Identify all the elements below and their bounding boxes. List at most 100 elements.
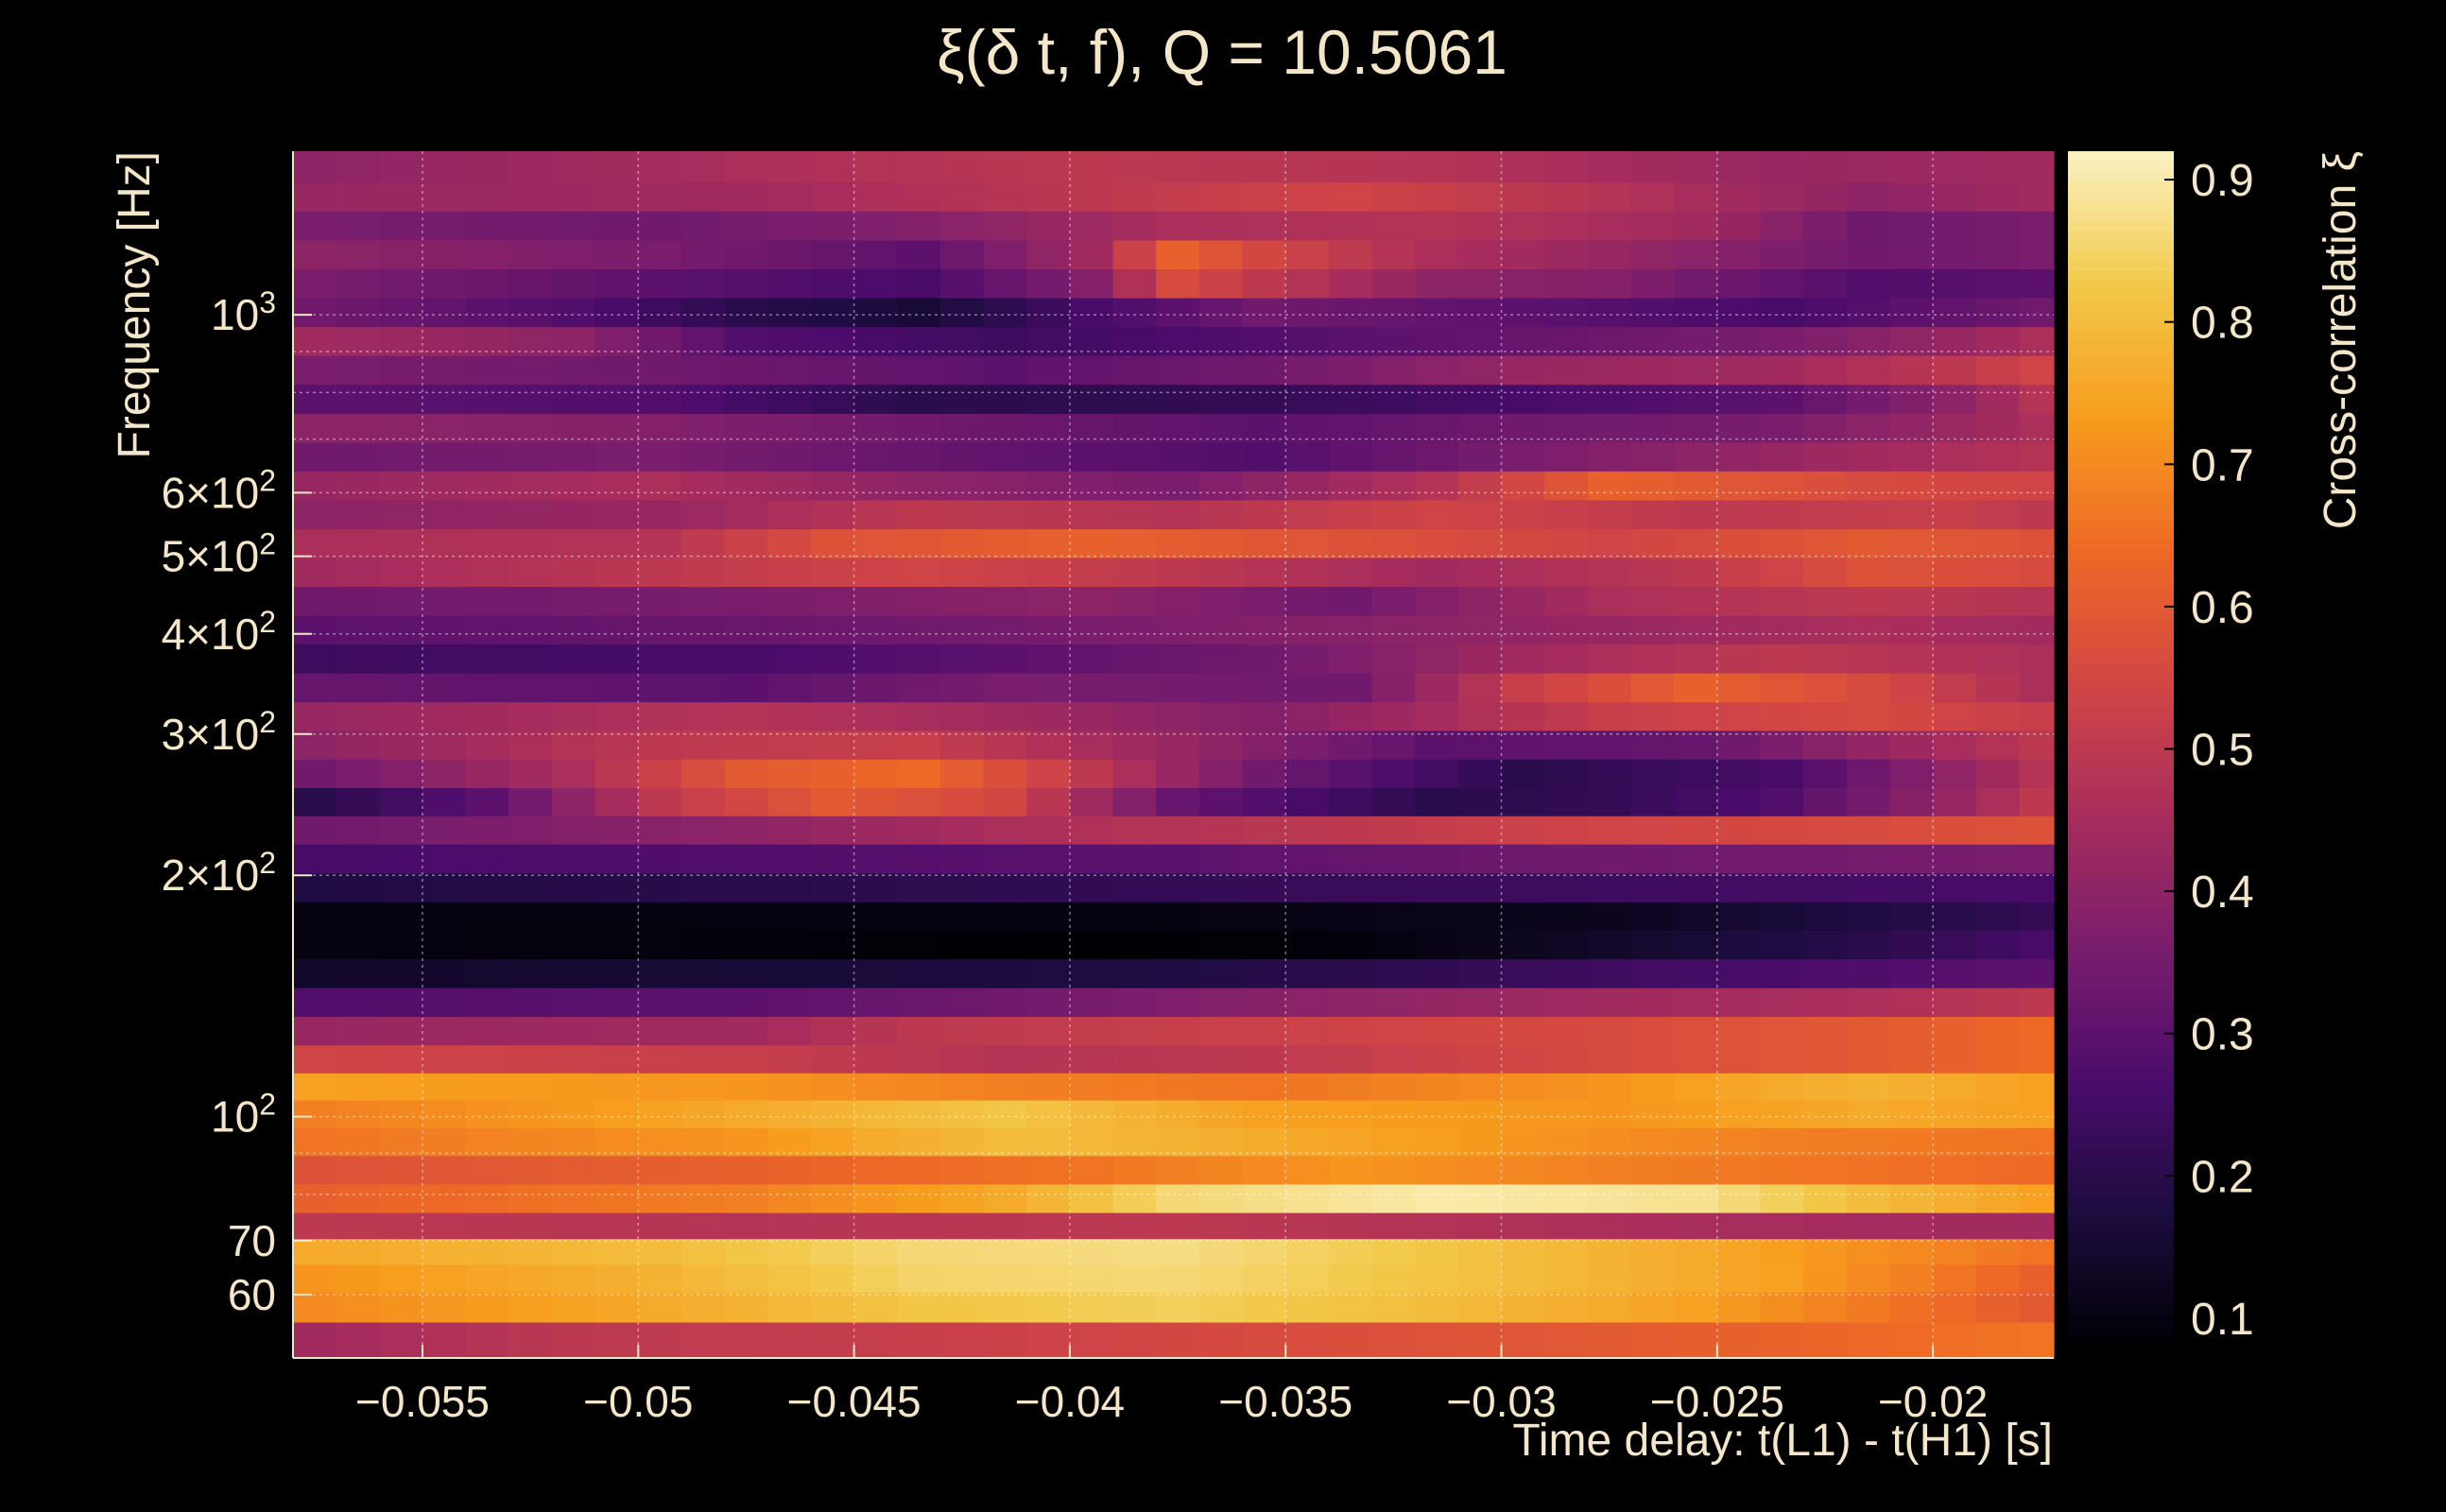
heatmap-cell — [1242, 1183, 1286, 1213]
heatmap-cell — [1242, 701, 1286, 731]
heatmap-cell — [1846, 759, 1891, 788]
heatmap-cell — [379, 1127, 423, 1157]
heatmap-cell — [1544, 844, 1589, 874]
colorbar-segment — [2068, 1297, 2174, 1308]
heatmap-cell — [594, 1073, 639, 1101]
heatmap-cell — [1716, 384, 1762, 414]
colorbar-segment — [2068, 350, 2174, 361]
x-tick-label: −0.05 — [583, 1377, 693, 1426]
heatmap-cell — [1371, 787, 1416, 816]
heatmap-cell — [1285, 181, 1330, 212]
heatmap-cell — [1889, 1292, 1934, 1323]
heatmap-cell — [1975, 844, 2021, 874]
heatmap-cell — [1674, 1127, 1718, 1157]
heatmap-cell — [1069, 268, 1114, 299]
heatmap-cell — [897, 958, 941, 988]
heatmap-cell — [1285, 1238, 1330, 1265]
heatmap-cell — [1156, 297, 1200, 328]
heatmap-cell — [551, 1212, 596, 1240]
heatmap-cell — [1198, 787, 1244, 816]
heatmap-cell — [1198, 181, 1244, 212]
heatmap-cell — [897, 528, 941, 558]
heatmap-cell — [939, 902, 985, 931]
heatmap-cell — [767, 413, 812, 443]
heatmap-cell — [1026, 730, 1071, 760]
heatmap-cell — [1156, 528, 1200, 558]
heatmap-cell — [1069, 1044, 1114, 1074]
heatmap-cell — [897, 1155, 941, 1185]
heatmap-cell — [508, 1321, 553, 1359]
heatmap-cell — [1501, 958, 1545, 988]
heatmap-cell — [551, 844, 596, 874]
heatmap-cell — [379, 558, 423, 588]
heatmap-cell — [1933, 558, 1977, 588]
heatmap-cell — [1501, 988, 1545, 1018]
colorbar-segment — [2068, 948, 2174, 959]
heatmap-cell — [1415, 1016, 1459, 1046]
heatmap-cell — [1846, 1016, 1891, 1046]
heatmap-cell — [1889, 297, 1934, 328]
heatmap-cell — [1371, 1263, 1416, 1293]
heatmap-cell — [1328, 413, 1373, 443]
heatmap-cell — [1112, 902, 1157, 931]
heatmap-cell — [897, 644, 941, 674]
heatmap-cell — [1371, 988, 1416, 1018]
heatmap-cell — [1371, 1212, 1416, 1240]
heatmap-cell — [465, 471, 509, 501]
heatmap-cell — [1069, 384, 1114, 414]
heatmap-cell — [767, 1073, 812, 1101]
heatmap-cell — [638, 413, 682, 443]
heatmap-cell — [2019, 384, 2055, 414]
heatmap-cell — [594, 673, 639, 703]
heatmap-cell — [508, 730, 553, 760]
heatmap-cell — [1242, 297, 1286, 328]
heatmap-cell — [983, 930, 1027, 960]
heatmap-cell — [594, 958, 639, 988]
heatmap-cell — [1457, 1073, 1503, 1101]
heatmap-cell — [1242, 902, 1286, 931]
heatmap-cell — [1587, 1073, 1632, 1101]
heatmap-cell — [897, 1321, 941, 1359]
heatmap-cell — [508, 1073, 553, 1101]
heatmap-cell — [1112, 297, 1157, 328]
heatmap-cell — [1501, 1099, 1545, 1128]
heatmap-cell — [1760, 1292, 1804, 1323]
heatmap-cell — [1803, 471, 1848, 501]
heatmap-cell — [1544, 701, 1589, 731]
heatmap-cell — [1501, 441, 1545, 472]
heatmap-cell — [1242, 816, 1286, 845]
heatmap-cell — [1803, 872, 1848, 902]
heatmap-cell — [2019, 441, 2055, 472]
heatmap-cell — [1846, 1212, 1891, 1240]
heatmap-cell — [1544, 1099, 1589, 1128]
heatmap-cell — [1803, 499, 1848, 530]
heatmap-cell — [1026, 958, 1071, 988]
heatmap-cell — [1457, 1155, 1503, 1185]
heatmap-cell — [1674, 355, 1718, 386]
heatmap-cell — [724, 1212, 768, 1240]
heatmap-cell — [1242, 441, 1286, 472]
heatmap-cell — [1198, 1016, 1244, 1046]
heatmap-cell — [1457, 614, 1503, 644]
heatmap-cell — [767, 673, 812, 703]
heatmap-cell — [1285, 499, 1330, 530]
heatmap-cell — [1112, 586, 1157, 616]
heatmap-cell — [594, 268, 639, 299]
heatmap-cell — [983, 151, 1027, 183]
heatmap-cell — [551, 1073, 596, 1101]
heatmap-cell — [1975, 1099, 2021, 1128]
heatmap-cell — [422, 1212, 467, 1240]
heatmap-cell — [1415, 1321, 1459, 1359]
heatmap-cell — [897, 930, 941, 960]
heatmap-cell — [1242, 1127, 1286, 1157]
colorbar-segment — [2068, 1108, 2174, 1119]
heatmap-cell — [1716, 441, 1762, 472]
colorbar-segment — [2068, 390, 2174, 402]
heatmap-cell — [983, 1073, 1027, 1101]
heatmap-cell — [638, 586, 682, 616]
heatmap-cell — [983, 902, 1027, 931]
heatmap-cell — [1933, 384, 1977, 414]
heatmap-cell — [1716, 1212, 1762, 1240]
heatmap-cell — [1069, 673, 1114, 703]
heatmap-cell — [1026, 644, 1071, 674]
